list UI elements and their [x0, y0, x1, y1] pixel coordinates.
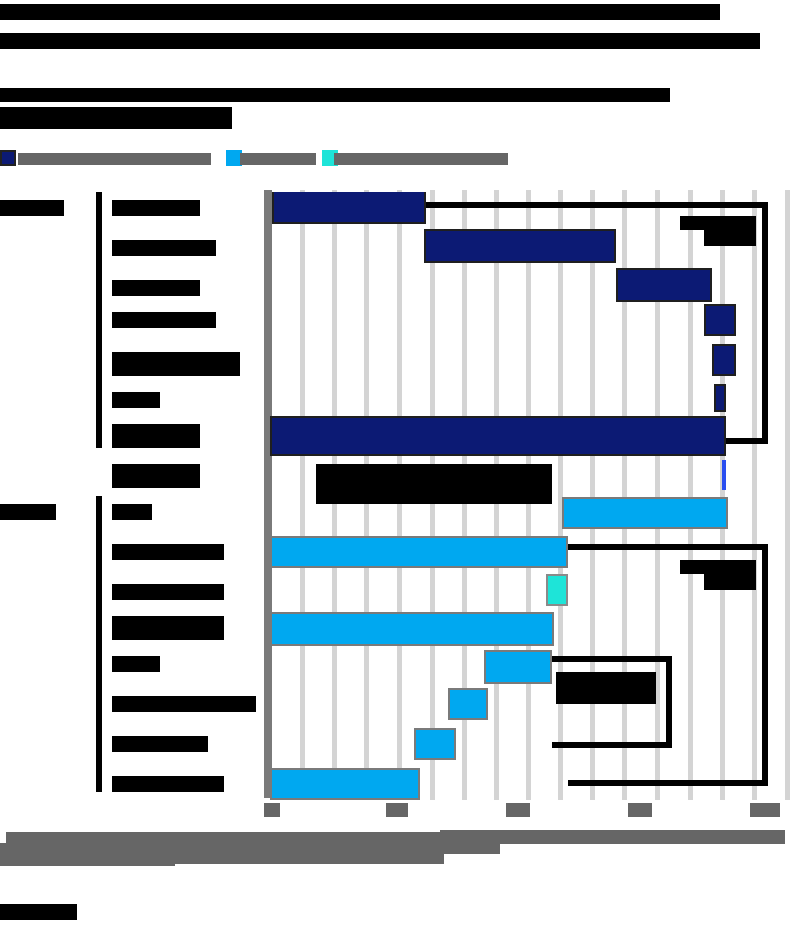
gridline: [655, 190, 660, 800]
subtitle-line-1: ████████████████████████████████████████…: [0, 88, 670, 102]
row-label: ███: [112, 392, 160, 408]
group-2-divider: [96, 496, 102, 792]
bar-g2-r2: [270, 536, 568, 568]
row-label: ███████: [112, 280, 200, 296]
bar-g2-r8: [270, 768, 420, 800]
row-label: ██████████: [112, 776, 224, 792]
gridline: [752, 190, 757, 800]
gridline: [622, 190, 627, 800]
legend-label-series-1: ██████████████████████████████: [18, 153, 211, 165]
row-label: ████████: [112, 736, 208, 752]
bar-g1-r4: [704, 304, 736, 336]
bar-g2-r4: [270, 612, 554, 646]
gridline: [785, 190, 790, 800]
row-label: ██████████: [112, 584, 224, 600]
row-label: ███████: [112, 424, 200, 448]
gridline: [688, 190, 693, 800]
subtitle-line-2: ████████████████: [0, 107, 232, 129]
row-label: ██████████: [112, 352, 240, 376]
row-label: ██████████: [112, 544, 224, 560]
bar-g2-r6: [448, 688, 488, 720]
x-tick-50: 50: [386, 803, 408, 817]
footnote-line-1-right: [440, 830, 785, 844]
bar-g1-r5: [712, 344, 736, 376]
x-tick-0: 0: [264, 803, 280, 817]
annotation-middle-note: ██████████████████████████: [316, 464, 552, 504]
legend-swatch-series-2: [226, 150, 242, 166]
group-label-1: ██████: [0, 200, 64, 216]
chart-title: ████████████████████████████████████████…: [0, 0, 760, 54]
row-label: ███: [112, 656, 160, 672]
title-line-2: ████████████████████████████████████████…: [0, 33, 760, 49]
legend-label-series-2: ██████████: [240, 153, 316, 165]
x-tick-150: 150: [628, 803, 652, 817]
gridline: [558, 190, 563, 800]
bar-g2-r1: [562, 497, 728, 529]
gridline: [590, 190, 595, 800]
x-tick-200: 200: [750, 803, 780, 817]
annotation-top: ██████ ████: [680, 216, 756, 230]
x-tick-100: 100: [506, 803, 530, 817]
chart-subtitle: ████████████████████████████████████████…: [0, 88, 670, 134]
annotation-inner: █████ ███████: [556, 672, 656, 704]
bar-g2-r5: [484, 650, 552, 684]
footnote-text: ████████████████████████████████████████…: [0, 843, 500, 854]
row-label: █████████████: [112, 696, 256, 712]
bar-g1-r3: [616, 268, 712, 302]
row-label: ████████: [112, 312, 216, 328]
bar-g1-total: [270, 416, 726, 456]
row-label: ████████: [112, 200, 200, 216]
legend-swatch-series-1: [0, 150, 16, 166]
legend-label-series-3: ████████████████████████████: [334, 153, 508, 165]
bar-g2-r3-teal: [546, 574, 568, 606]
row-label: ███████: [112, 464, 200, 488]
y-axis-line: [264, 190, 272, 798]
group-1-divider: [96, 192, 102, 448]
annotation-right-2b: [704, 574, 756, 590]
gridline: [720, 190, 725, 800]
row-label: ██████████: [112, 240, 216, 256]
bar-g1-r6: [714, 384, 726, 412]
row-label: ██████████: [112, 616, 224, 640]
bracket-inner: [552, 656, 672, 748]
source-label: ██████████: [0, 904, 77, 920]
group-label-2: █████: [0, 504, 56, 520]
footnote-line-2: [0, 852, 444, 864]
annotation-top-2: [704, 230, 756, 246]
title-line-1: ████████████████████████████████████████…: [0, 4, 720, 20]
bracket-group-2: [568, 544, 768, 786]
row-label: ████: [112, 504, 152, 520]
gridline: [300, 190, 305, 800]
bar-g1-r1: [272, 192, 426, 224]
bar-g2-r7: [414, 728, 456, 760]
bar-g1-r8: [722, 460, 726, 490]
bar-g1-r2: [424, 229, 616, 263]
annotation-right-2: ██████ ████: [680, 560, 756, 574]
